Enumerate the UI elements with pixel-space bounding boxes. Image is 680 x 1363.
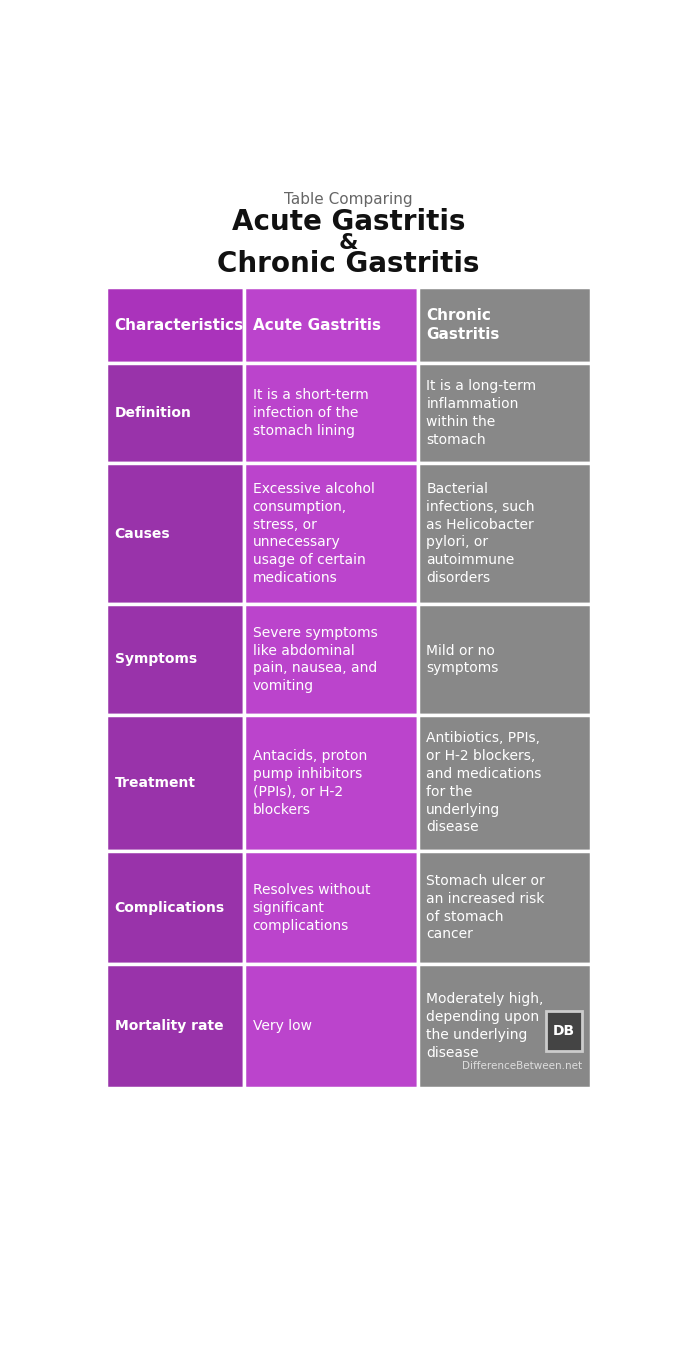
Text: Severe symptoms
like abdominal
pain, nausea, and
vomiting: Severe symptoms like abdominal pain, nau… (253, 626, 377, 694)
Text: Antibiotics, PPIs,
or H-2 blockers,
and medications
for the
underlying
disease: Antibiotics, PPIs, or H-2 blockers, and … (426, 731, 542, 834)
Text: Moderately high,
depending upon
the underlying
disease: Moderately high, depending upon the unde… (426, 992, 543, 1060)
FancyBboxPatch shape (244, 604, 418, 714)
Text: Antacids, proton
pump inhibitors
(PPIs), or H-2
blockers: Antacids, proton pump inhibitors (PPIs),… (253, 750, 367, 816)
FancyBboxPatch shape (418, 604, 591, 714)
FancyBboxPatch shape (244, 965, 418, 1088)
FancyBboxPatch shape (418, 363, 591, 462)
FancyBboxPatch shape (106, 714, 244, 851)
Text: Very low: Very low (253, 1020, 311, 1033)
Text: &: & (339, 233, 358, 254)
FancyBboxPatch shape (106, 462, 244, 604)
Text: DifferenceBetween.net: DifferenceBetween.net (462, 1060, 583, 1071)
FancyBboxPatch shape (106, 363, 244, 462)
Text: Bacterial
infections, such
as Helicobacter
pylori, or
autoimmune
disorders: Bacterial infections, such as Helicobact… (426, 483, 534, 585)
FancyBboxPatch shape (106, 604, 244, 714)
Text: DB: DB (553, 1024, 575, 1039)
Text: Acute Gastritis: Acute Gastritis (232, 209, 465, 236)
FancyBboxPatch shape (106, 288, 244, 363)
Text: Acute Gastritis: Acute Gastritis (253, 318, 381, 333)
Text: Causes: Causes (114, 526, 170, 541)
Text: Characteristics: Characteristics (114, 318, 243, 333)
FancyBboxPatch shape (106, 965, 244, 1088)
Text: It is a long-term
inflammation
within the
stomach: It is a long-term inflammation within th… (426, 379, 537, 447)
FancyBboxPatch shape (418, 851, 591, 965)
Text: Complications: Complications (114, 901, 224, 915)
Text: Chronic
Gastritis: Chronic Gastritis (426, 308, 500, 342)
FancyBboxPatch shape (418, 288, 591, 363)
Text: Table Comparing: Table Comparing (284, 192, 413, 207)
FancyBboxPatch shape (418, 462, 591, 604)
FancyBboxPatch shape (244, 851, 418, 965)
FancyBboxPatch shape (244, 462, 418, 604)
FancyBboxPatch shape (244, 288, 418, 363)
Text: Stomach ulcer or
an increased risk
of stomach
cancer: Stomach ulcer or an increased risk of st… (426, 874, 545, 942)
Text: It is a short-term
infection of the
stomach lining: It is a short-term infection of the stom… (253, 388, 369, 438)
FancyBboxPatch shape (545, 1011, 583, 1051)
Text: Definition: Definition (114, 406, 191, 420)
Text: Treatment: Treatment (114, 776, 196, 789)
Text: Excessive alcohol
consumption,
stress, or
unnecessary
usage of certain
medicatio: Excessive alcohol consumption, stress, o… (253, 483, 375, 585)
Text: Resolves without
significant
complications: Resolves without significant complicatio… (253, 883, 370, 932)
Text: Chronic Gastritis: Chronic Gastritis (217, 251, 480, 278)
Text: Mild or no
symptoms: Mild or no symptoms (426, 643, 498, 676)
Text: Mortality rate: Mortality rate (114, 1020, 223, 1033)
FancyBboxPatch shape (418, 714, 591, 851)
FancyBboxPatch shape (244, 714, 418, 851)
Text: Symptoms: Symptoms (114, 653, 197, 667)
FancyBboxPatch shape (418, 965, 591, 1088)
FancyBboxPatch shape (244, 363, 418, 462)
FancyBboxPatch shape (106, 851, 244, 965)
